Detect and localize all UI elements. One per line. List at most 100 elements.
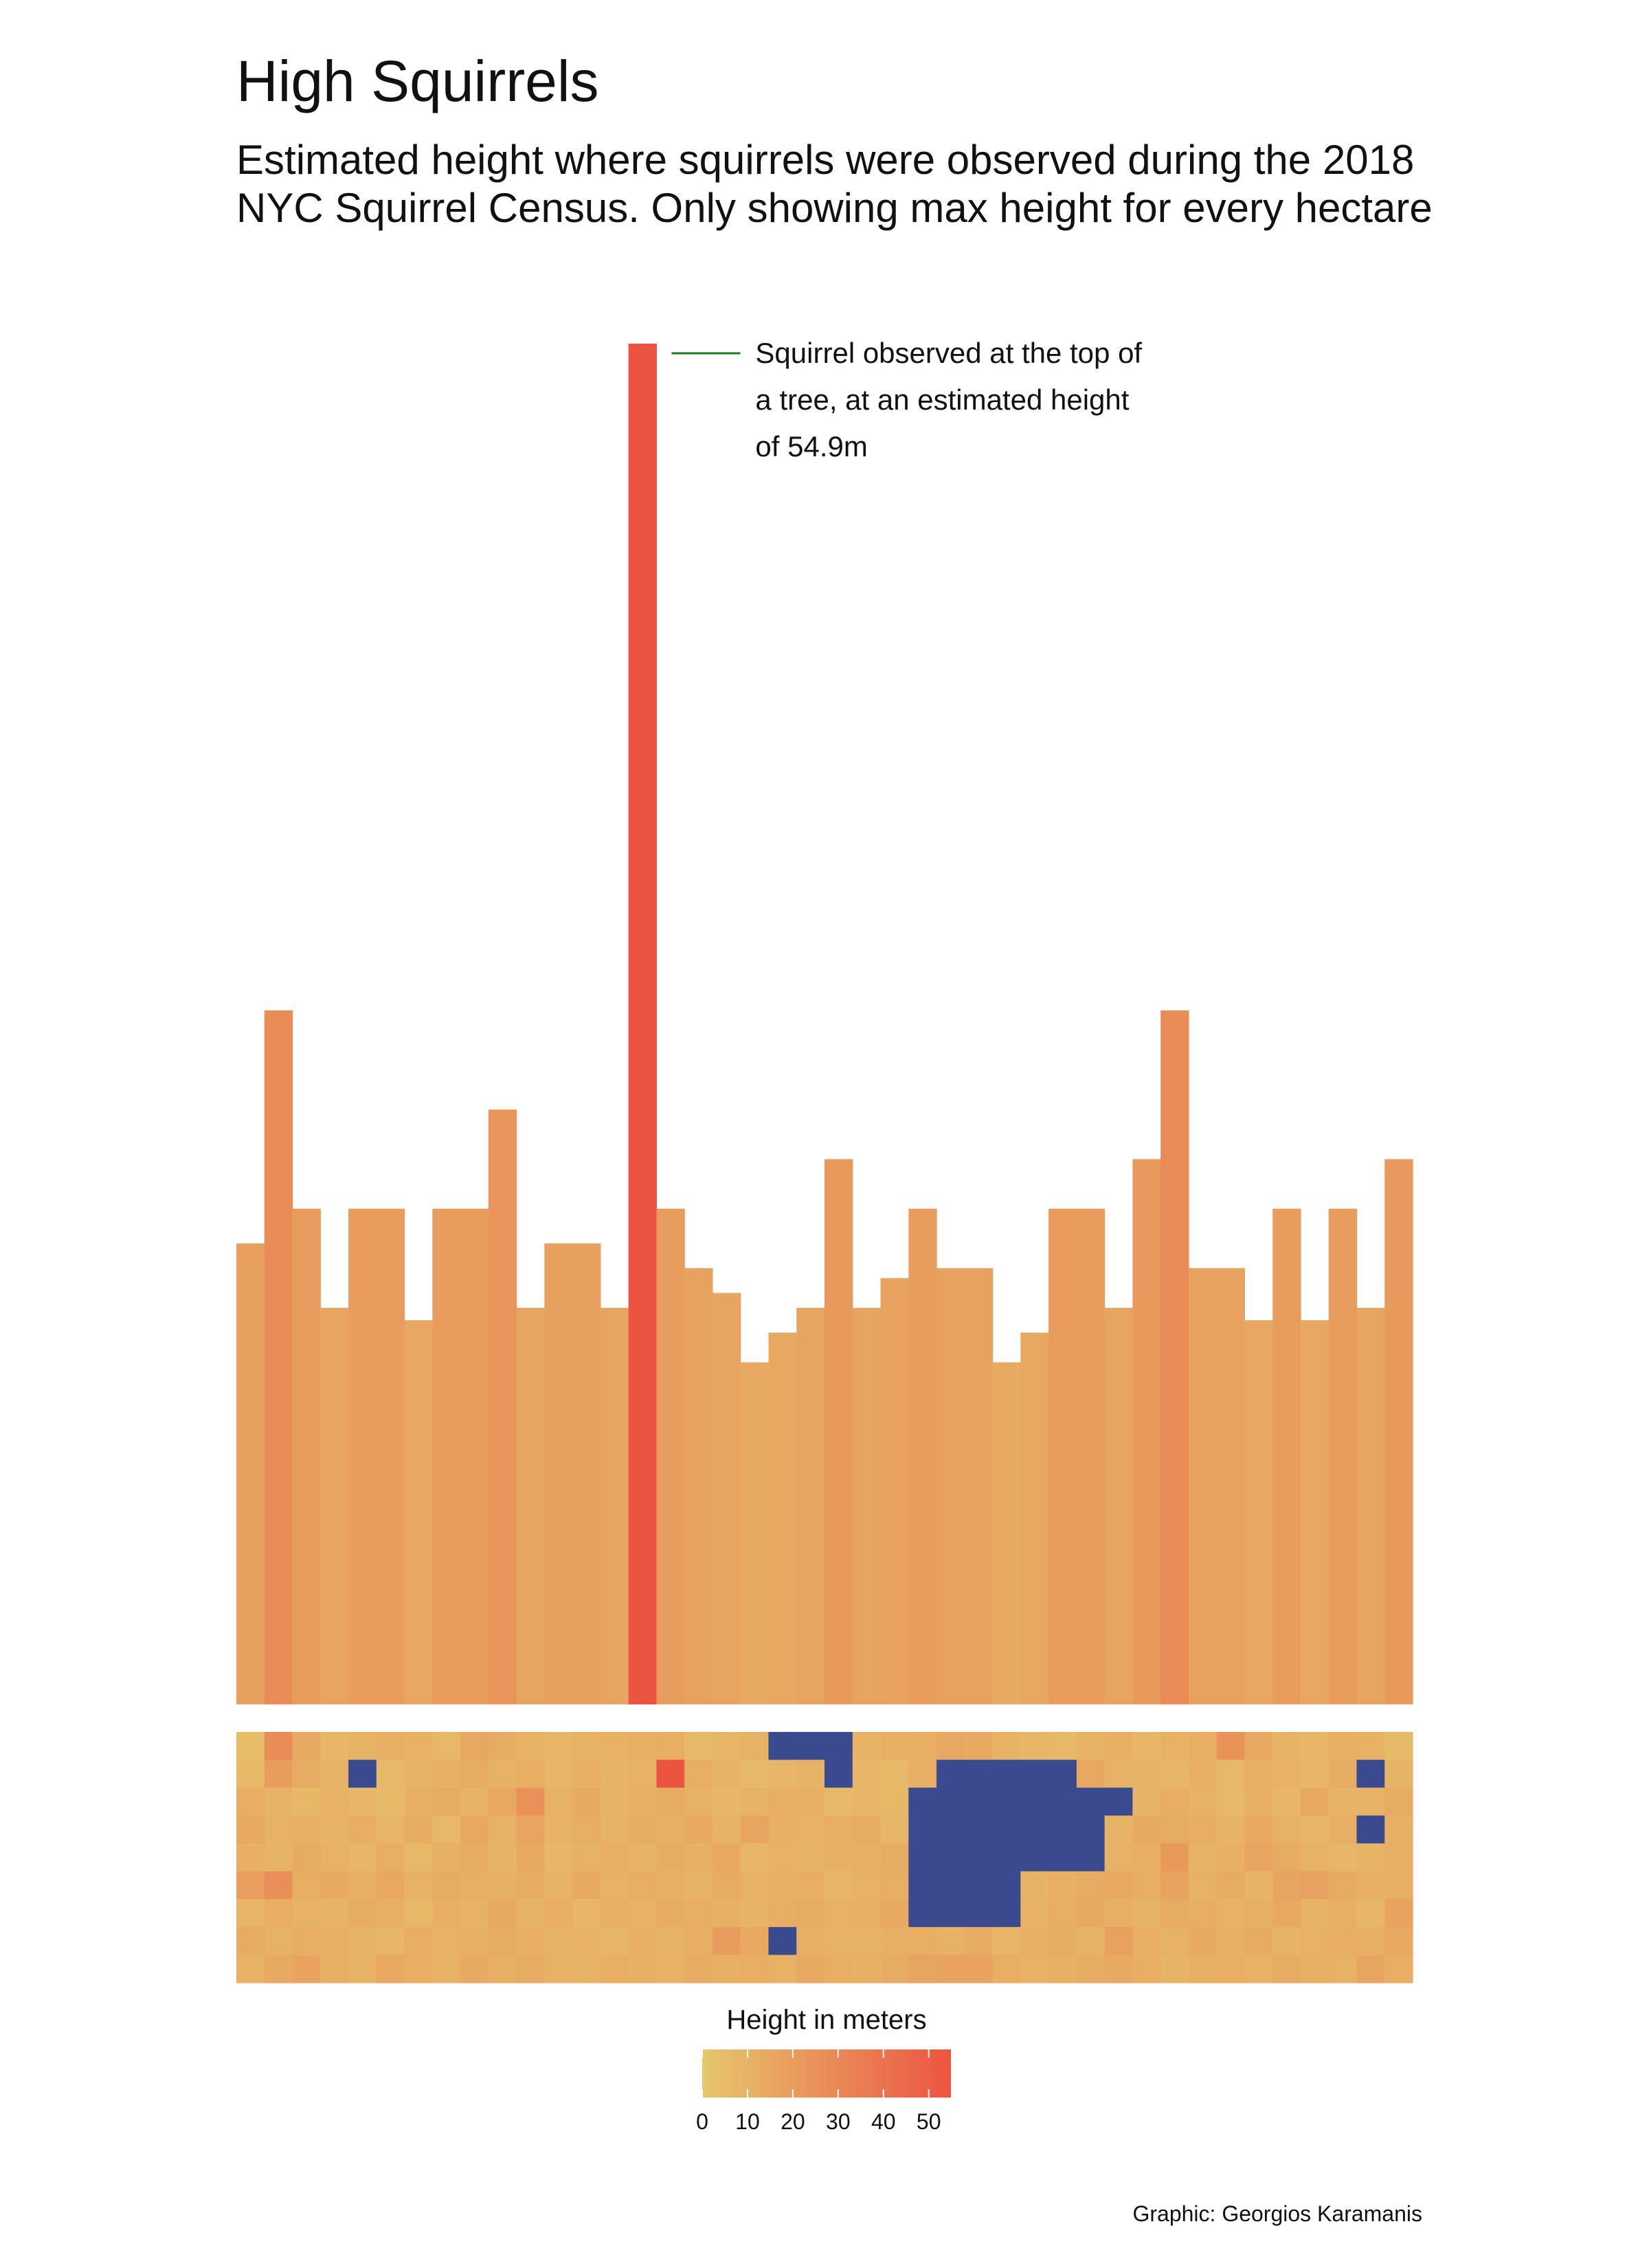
hectare-cell: [1020, 1871, 1049, 1900]
hectare-cell: [1356, 1732, 1385, 1761]
column-bar: [1104, 1307, 1133, 1704]
hectare-cell: [880, 1788, 909, 1816]
hectare-cell: [964, 1871, 994, 1900]
legend-tick-label: 30: [826, 2109, 851, 2134]
hectare-cell: [712, 1955, 741, 1983]
hectare-cell: [264, 1871, 293, 1900]
hectare-cell: [348, 1732, 377, 1761]
column-bar: [460, 1208, 489, 1704]
hectare-cell: [1048, 1843, 1077, 1872]
hectare-cell: [460, 1815, 489, 1844]
hectare-cell: [600, 1843, 629, 1872]
hectare-cell: [796, 1732, 825, 1761]
hectare-cell: [1048, 1899, 1077, 1928]
column-bar: [572, 1243, 601, 1704]
hectare-cell: [1076, 1815, 1106, 1844]
hectare-cell: [964, 1955, 994, 1983]
hectare-cell: [572, 1926, 601, 1956]
hectare-cell: [488, 1899, 517, 1928]
hectare-cell: [292, 1732, 321, 1761]
hectare-cell: [1356, 1843, 1385, 1872]
hectare-cell: [1048, 1732, 1077, 1761]
hectare-cell: [544, 1788, 573, 1816]
hectare-cell: [544, 1926, 573, 1956]
column-bar: [488, 1109, 517, 1704]
hectare-cell: [712, 1871, 741, 1900]
hectare-cell: [936, 1843, 965, 1872]
legend-tick-label: 10: [735, 2109, 760, 2134]
hectare-cell: [264, 1955, 293, 1983]
hectare-cell: [768, 1955, 797, 1983]
legend-title: Height in meters: [726, 2005, 926, 2035]
column-bar: [712, 1293, 741, 1704]
hectare-cell: [516, 1926, 545, 1956]
hectare-cell: [1300, 1788, 1330, 1816]
hectare-cell: [432, 1843, 461, 1872]
hectare-cell: [376, 1815, 405, 1844]
hectare-cell: [936, 1732, 965, 1761]
hectare-cell: [908, 1843, 937, 1872]
column-bar: [684, 1268, 713, 1704]
hectare-cell: [264, 1788, 293, 1816]
hectare-cell: [1188, 1843, 1218, 1872]
hectare-cell: [1132, 1759, 1161, 1788]
hectare-cell: [572, 1955, 601, 1983]
hectare-cell: [628, 1732, 658, 1761]
hectare-cell: [432, 1899, 461, 1928]
hectare-cell: [1384, 1899, 1413, 1928]
hectare-cell: [964, 1843, 994, 1872]
hectare-cell: [572, 1732, 601, 1761]
hectare-cell: [1300, 1899, 1330, 1928]
hectare-cell: [628, 1843, 658, 1872]
hectare-cell: [1188, 1788, 1218, 1816]
hectare-cell: [460, 1732, 489, 1761]
hectare-cell: [544, 1815, 573, 1844]
column-bar: [1272, 1208, 1301, 1704]
hectare-cell: [1328, 1955, 1358, 1983]
hectare-cell: [376, 1759, 405, 1788]
hectare-cell: [348, 1926, 377, 1956]
hectare-cell: [1328, 1843, 1358, 1872]
hectare-cell: [1160, 1926, 1189, 1956]
hectare-cell: [264, 1926, 293, 1956]
graphic-credit: Graphic: Georgios Karamanis: [1132, 2201, 1422, 2226]
column-bar: [516, 1307, 545, 1704]
hectare-cell: [1076, 1871, 1106, 1900]
hectare-cell: [488, 1926, 517, 1956]
hectare-cell: [460, 1788, 489, 1816]
hectare-cell: [1048, 1759, 1077, 1788]
column-bar: [1244, 1320, 1273, 1704]
hectare-cell: [1048, 1955, 1077, 1983]
hectare-cell: [348, 1843, 377, 1872]
hectare-cell: [1272, 1955, 1301, 1983]
hectare-cell: [432, 1788, 461, 1816]
column-max-bars: [236, 344, 1413, 1704]
hectare-cell: [404, 1843, 433, 1872]
hectare-cell: [740, 1759, 770, 1788]
hectare-cell: [964, 1926, 994, 1956]
hectare-cell: [1384, 1926, 1413, 1956]
hectare-cell: [292, 1899, 321, 1928]
hectare-cell: [712, 1843, 741, 1872]
annotation-text-line: a tree, at an estimated height: [755, 383, 1129, 416]
hectare-cell: [348, 1815, 377, 1844]
hectare-cell: [572, 1815, 601, 1844]
hectare-cell: [236, 1843, 265, 1872]
hectare-cell: [936, 1788, 965, 1816]
hectare-cell: [1328, 1788, 1358, 1816]
hectare-cell: [684, 1843, 713, 1872]
hectare-cell: [460, 1759, 489, 1788]
hectare-cell: [768, 1843, 797, 1872]
hectare-cell: [572, 1871, 601, 1900]
hectare-cell: [1356, 1871, 1385, 1900]
hectare-cell: [880, 1815, 909, 1844]
hectare-cell: [1160, 1871, 1189, 1900]
column-bar: [348, 1208, 377, 1704]
hectare-cell: [1216, 1732, 1246, 1761]
hectare-cell: [1020, 1843, 1049, 1872]
hectare-cell: [908, 1732, 937, 1761]
hectare-cell: [768, 1899, 797, 1928]
hectare-cell: [376, 1899, 405, 1928]
hectare-cell: [1328, 1899, 1358, 1928]
hectare-cell: [824, 1955, 853, 1983]
